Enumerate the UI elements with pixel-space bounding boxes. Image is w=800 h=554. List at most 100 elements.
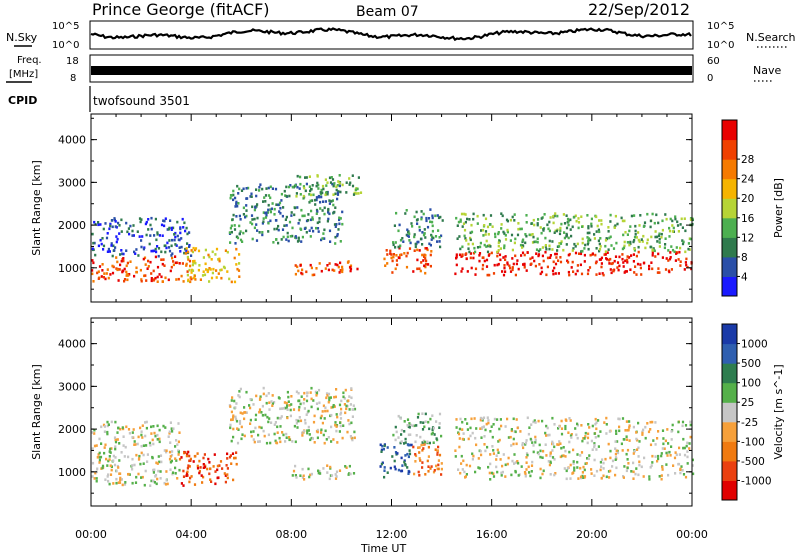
scatter-cell: [332, 404, 335, 407]
scatter-cell: [661, 219, 664, 223]
scatter-cell: [303, 391, 306, 395]
scatter-cell: [599, 237, 602, 240]
scatter-cell: [502, 256, 505, 259]
scatter-cell: [188, 231, 191, 234]
scatter-cell: [664, 243, 667, 246]
nsearch-tick-bottom: 10^0: [707, 40, 734, 51]
scatter-cell: [553, 214, 556, 218]
scatter-cell: [146, 460, 149, 463]
scatter-cell: [546, 256, 550, 260]
scatter-cell: [400, 469, 404, 473]
scatter-cell: [271, 404, 274, 407]
scatter-cell: [684, 250, 687, 254]
scatter-cell: [672, 226, 675, 230]
scatter-cell: [103, 446, 106, 449]
scatter-cell: [216, 464, 219, 468]
colorbar-segment: [722, 363, 737, 384]
scatter-cell: [110, 244, 113, 247]
scatter-cell: [618, 255, 621, 259]
scatter-region: [392, 412, 443, 445]
scatter-cell: [288, 220, 292, 224]
scatter-cell: [96, 271, 99, 275]
scatter-cell: [477, 466, 480, 469]
scatter-cell: [437, 216, 441, 220]
scatter-cell: [436, 450, 439, 454]
scatter-cell: [386, 471, 389, 474]
scatter-cell: [424, 262, 428, 266]
scatter-cell: [429, 220, 432, 224]
scatter-cell: [145, 233, 148, 237]
colorbar-segment: [722, 276, 737, 297]
scatter-cell: [324, 178, 327, 181]
colorbar-tick-label: 100: [741, 378, 761, 390]
scatter-cell: [239, 411, 242, 415]
scatter-cell: [188, 245, 191, 248]
scatter-cell: [91, 247, 94, 251]
scatter-cell: [118, 232, 121, 235]
scatter-cell: [325, 191, 328, 194]
scatter-cell: [688, 248, 691, 251]
scatter-cell: [392, 253, 395, 256]
scatter-cell: [258, 408, 262, 411]
scatter-cell: [347, 473, 350, 476]
scatter-cell: [556, 245, 559, 248]
scatter-cell: [186, 453, 189, 456]
scatter-cell: [113, 249, 116, 252]
scatter-cell: [411, 424, 414, 427]
scatter-cell: [101, 263, 104, 266]
scatter-cell: [657, 234, 661, 238]
scatter-cell: [327, 211, 330, 214]
scatter-cell: [489, 430, 492, 433]
scatter-cell: [332, 438, 335, 441]
scatter-cell: [250, 195, 253, 198]
scatter-cell: [407, 230, 410, 233]
scatter-cell: [117, 481, 120, 484]
scatter-cell: [156, 275, 159, 279]
scatter-cell: [574, 427, 577, 430]
scatter-cell: [210, 258, 213, 261]
scatter-cell: [546, 426, 549, 430]
colorbar-segment: [722, 441, 737, 462]
x-tick-label: 12:00: [376, 528, 408, 541]
scatter-cell: [165, 450, 168, 454]
scatter-cell: [525, 452, 529, 455]
scatter-cell: [625, 435, 628, 438]
scatter-cell: [608, 236, 611, 240]
scatter-cell: [687, 242, 690, 245]
scatter-cell: [230, 280, 233, 284]
scatter-cell: [333, 210, 336, 214]
scatter-cell: [108, 250, 111, 253]
scatter-cell: [683, 268, 686, 271]
scatter-cell: [595, 469, 599, 473]
scatter-cell: [185, 264, 188, 267]
scatter-cell: [593, 474, 596, 477]
scatter-cell: [91, 461, 95, 465]
scatter-cell: [311, 273, 314, 277]
scatter-cell: [177, 449, 180, 452]
scatter-cell: [169, 455, 172, 458]
scatter-cell: [288, 438, 291, 442]
scatter-cell: [91, 269, 94, 272]
scatter-cell: [395, 430, 398, 434]
scatter-cell: [513, 462, 516, 465]
scatter-cell: [407, 455, 410, 459]
scatter-cell: [234, 205, 237, 208]
scatter-cell: [609, 213, 612, 217]
scatter-cell: [144, 222, 147, 226]
scatter-cell: [151, 455, 154, 459]
scatter-cell: [424, 473, 427, 476]
scatter-cell: [597, 228, 600, 232]
scatter-cell: [532, 218, 535, 222]
scatter-cell: [303, 227, 306, 230]
scatter-cell: [548, 433, 551, 437]
scatter-cell: [586, 242, 589, 246]
scatter-cell: [170, 226, 173, 230]
scatter-cell: [184, 229, 187, 233]
scatter-cell: [334, 242, 337, 245]
scatter-cell: [271, 202, 274, 205]
scatter-cell: [302, 429, 305, 433]
scatter-cell: [403, 420, 406, 423]
scatter-cell: [657, 430, 660, 433]
scatter-cell: [303, 214, 306, 218]
scatter-cell: [233, 224, 236, 227]
